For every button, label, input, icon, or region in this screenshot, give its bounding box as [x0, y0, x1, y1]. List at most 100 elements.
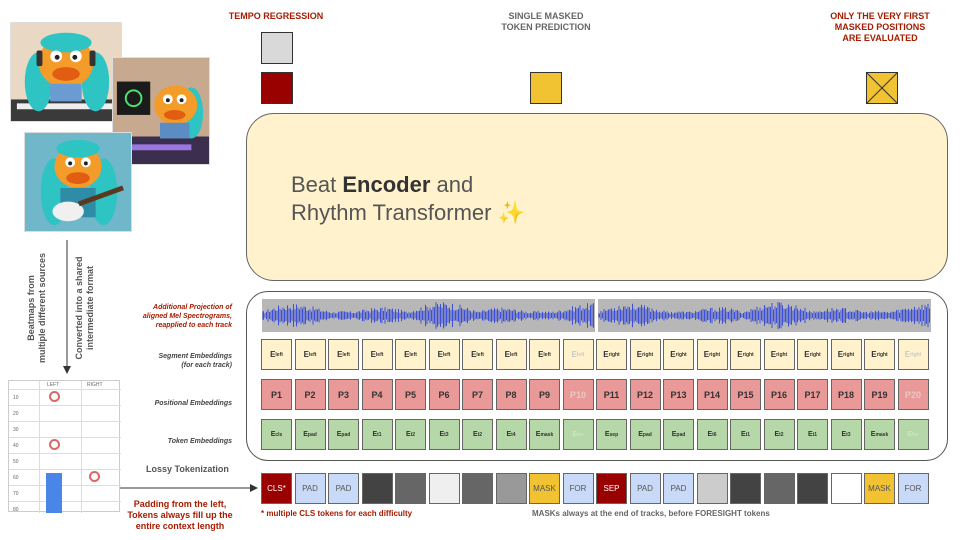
lossy-token: PAD	[663, 473, 694, 504]
note-circle-icon	[49, 391, 60, 402]
mel-waveform-right	[597, 299, 931, 332]
positional-embedding-token: P12	[629, 379, 661, 410]
lossy-token: FOR	[897, 473, 929, 504]
note-circle-icon	[89, 471, 100, 482]
tempo-regression-label: TEMPO REGRESSION	[228, 11, 324, 21]
lossy-token: PAD	[328, 473, 359, 504]
lossy-token	[361, 473, 393, 504]
padding-note: Padding from the left, Tokens always fil…	[127, 499, 233, 531]
lossy-token: MASK	[529, 473, 560, 504]
lossy-token	[462, 473, 493, 504]
only-first-label: ONLY THE VERY FIRST MASKED POSITIONS ARE…	[830, 11, 930, 43]
positional-embedding-token: P17	[797, 379, 828, 410]
table-row: 50	[9, 453, 121, 469]
projection-label: Additional Projection of aligned Mel Spe…	[142, 304, 232, 329]
lossy-token: FOR	[562, 473, 594, 504]
lossy-token	[696, 473, 728, 504]
tempo-output-red	[261, 72, 293, 104]
positional-embedding-token: P7	[462, 379, 493, 410]
positional-embedding-token: P9	[529, 379, 560, 410]
muppet-headphones-image	[10, 22, 122, 122]
hold-note-bar	[46, 473, 62, 513]
positional-embedding-token: P15	[730, 379, 761, 410]
positional-embedding-token: P20	[897, 379, 929, 410]
lossy-token	[428, 473, 460, 504]
encoder-title: Beat Encoder and Rhythm Transformer ✨	[291, 172, 525, 225]
lossy-token: CLS*	[261, 473, 292, 504]
positional-embedding-token: P19	[864, 379, 895, 410]
segment-embeddings-label: Segment Embeddings (for each track)	[158, 353, 232, 369]
beatmap-table: LEFT RIGHT 10 20 30 40 50 60 70 80	[8, 380, 121, 513]
waveform-path	[597, 302, 930, 329]
positional-embedding-token: P16	[763, 379, 795, 410]
table-row: 80	[9, 501, 121, 517]
beatmaps-sources-label: Beatmaps from multiple different sources	[26, 252, 47, 364]
positional-embedding-token: P5	[395, 379, 426, 410]
note-circle-icon	[49, 439, 60, 450]
positional-embedding-token: P10	[562, 379, 594, 410]
lossy-token	[763, 473, 795, 504]
beat-encoder-box: Beat Encoder and Rhythm Transformer ✨	[246, 113, 948, 281]
positional-embedding-token: P13	[663, 379, 694, 410]
column-divider	[81, 381, 82, 513]
table-row: 10	[9, 389, 121, 405]
table-row: 30	[9, 421, 121, 437]
waveform-path	[261, 302, 594, 329]
positional-embedding-token: P18	[830, 379, 862, 410]
table-row: 70	[9, 485, 121, 501]
column-header-left: LEFT	[47, 382, 60, 388]
token-embeddings-label: Token Embeddings	[167, 438, 232, 445]
lossy-token	[830, 473, 862, 504]
positional-embedding-token: P14	[696, 379, 728, 410]
positional-embedding-token: P8	[495, 379, 527, 410]
lossy-token	[395, 473, 426, 504]
column-divider	[39, 381, 40, 513]
down-arrow-icon	[63, 240, 71, 374]
lossy-token: PAD	[629, 473, 661, 504]
column-header-right: RIGHT	[87, 382, 103, 388]
positional-embedding-token: P6	[428, 379, 460, 410]
lossy-token	[730, 473, 761, 504]
lossy-tokenization-label: Lossy Tokenization	[146, 464, 229, 474]
lossy-token: SEP	[596, 473, 627, 504]
cls-note: * multiple CLS tokens for each difficult…	[261, 509, 413, 518]
lossy-token: MASK	[864, 473, 895, 504]
lossy-token	[495, 473, 527, 504]
positional-embedding-token: P1	[261, 379, 292, 410]
muppet-guitar-image	[24, 132, 132, 232]
positional-embeddings-label: Positional Embeddings	[154, 400, 232, 407]
lossy-token: PAD	[294, 473, 326, 504]
positional-embedding-token: P4	[361, 379, 393, 410]
